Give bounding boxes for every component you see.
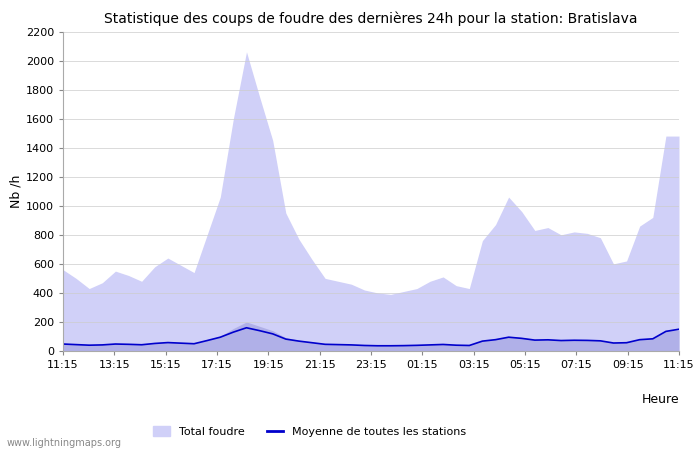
Text: Heure: Heure	[641, 392, 679, 405]
Text: www.lightningmaps.org: www.lightningmaps.org	[7, 438, 122, 448]
Y-axis label: Nb /h: Nb /h	[10, 175, 23, 208]
Title: Statistique des coups de foudre des dernières 24h pour la station: Bratislava: Statistique des coups de foudre des dern…	[104, 12, 638, 26]
Legend: Foudre détectée par Bratislava: Foudre détectée par Bratislava	[148, 447, 356, 450]
